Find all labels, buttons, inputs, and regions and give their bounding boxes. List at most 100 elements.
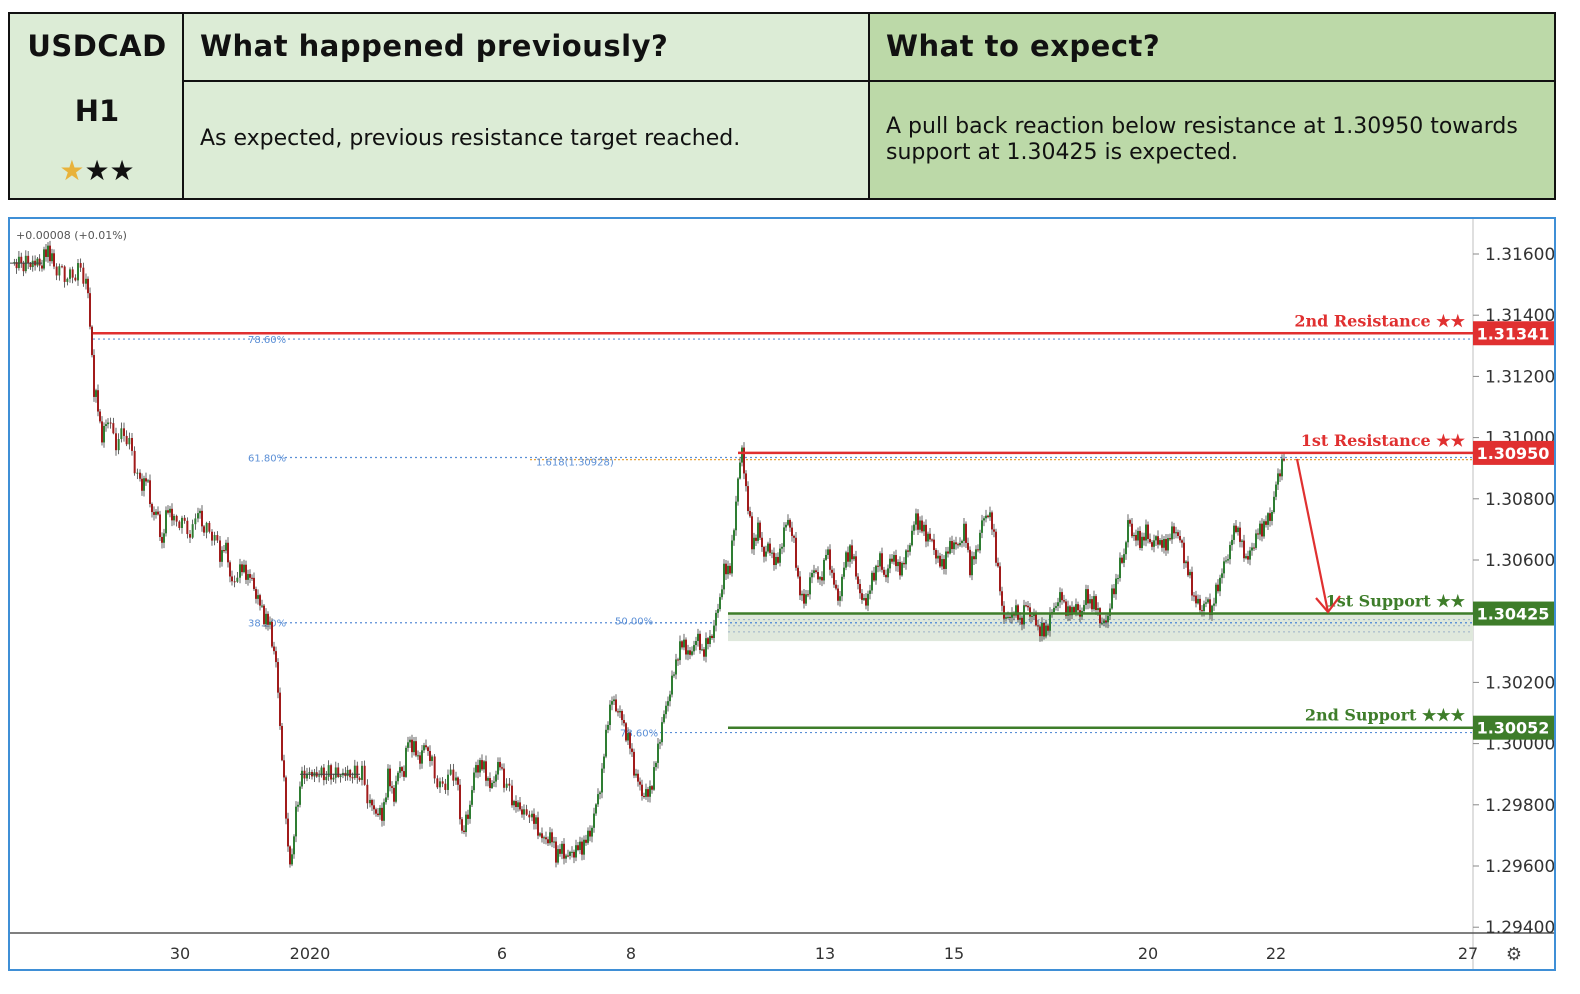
candle-body <box>245 564 247 580</box>
candle-body <box>1003 605 1005 619</box>
candle-body <box>405 747 407 777</box>
x-tick-label: 20 <box>1138 944 1158 963</box>
candle-body <box>875 565 877 581</box>
candle-body <box>483 761 485 770</box>
x-tick-label: 27 <box>1458 944 1478 963</box>
candle-body <box>1097 608 1099 611</box>
candle-body <box>621 711 623 721</box>
expect-text-cell: A pull back reaction below resistance at… <box>870 82 1554 198</box>
candle-body <box>421 750 423 764</box>
previous-text-cell: As expected, previous resistance target … <box>184 82 870 198</box>
chart-canvas[interactable]: 1.316001.314001.312001.310001.308001.306… <box>10 219 1554 969</box>
candle-body <box>977 549 979 551</box>
candle-body <box>955 542 957 545</box>
candle-body <box>945 551 947 569</box>
candle-body <box>497 761 499 775</box>
candle-body <box>219 540 221 562</box>
candle-body <box>15 262 18 269</box>
candle-body <box>13 262 16 264</box>
candle-body <box>601 768 603 793</box>
star-icon: ★ <box>109 154 135 187</box>
candle-body <box>1141 536 1143 548</box>
y-tick-label: 1.29800 <box>1485 796 1554 816</box>
candle-body <box>611 701 613 705</box>
price-chart[interactable]: 1.31600 1.31400 1.31200 1.31000 1.30800 1.306… <box>8 217 1556 971</box>
candle-body <box>1101 623 1103 625</box>
candle-body <box>1275 484 1277 497</box>
candle-body <box>937 555 939 559</box>
candle-body <box>523 809 525 815</box>
candle-body <box>389 768 391 787</box>
candle-body <box>149 480 151 504</box>
candle-body <box>1061 592 1063 601</box>
candle-body <box>967 542 969 550</box>
candle-body <box>1213 603 1215 606</box>
candle-body <box>957 544 959 546</box>
candle-body <box>369 799 371 804</box>
candle-body <box>1205 602 1207 604</box>
star-icon: ★ <box>84 154 110 187</box>
candle-body <box>617 711 619 713</box>
candle-body <box>1227 559 1229 561</box>
star-icon: ★ <box>59 154 85 187</box>
candle-body <box>208 522 211 532</box>
candle-body <box>643 795 645 797</box>
candle-body <box>332 777 335 780</box>
candle-body <box>99 411 101 422</box>
candle-body <box>755 537 757 541</box>
candle-body <box>427 747 429 752</box>
candle-body <box>1143 536 1145 541</box>
candle-body <box>697 633 699 642</box>
candle-body <box>259 595 261 606</box>
candle-body <box>515 801 517 808</box>
candle-body <box>525 809 528 815</box>
price-badge-label: 1.30052 <box>1477 719 1550 738</box>
candle-body <box>87 278 89 294</box>
candle-body <box>815 570 817 573</box>
candle-body <box>941 559 943 567</box>
candle-body <box>273 646 275 652</box>
candle-body <box>487 778 489 781</box>
candle-body <box>993 529 995 532</box>
candle-body <box>865 598 867 606</box>
candle-body <box>925 524 927 542</box>
candle-body <box>211 531 213 541</box>
candle-body <box>461 819 463 831</box>
candle-body <box>128 437 131 445</box>
previous-heading: What happened previously? <box>200 29 669 63</box>
candle-body <box>845 552 847 568</box>
candle-body <box>733 530 735 541</box>
candle-body <box>249 574 251 578</box>
x-tick-label: 30 <box>170 944 190 963</box>
candle-body <box>983 518 985 521</box>
candle-body <box>231 576 233 582</box>
candle-body <box>197 513 199 519</box>
candle-body <box>1225 560 1227 562</box>
candle-body <box>615 699 617 712</box>
candle-body <box>471 790 473 805</box>
candle-body <box>1281 458 1283 477</box>
candle-body <box>603 756 605 769</box>
candle-body <box>1253 547 1255 549</box>
candle-body <box>409 739 411 743</box>
candle-body <box>989 512 991 518</box>
candle-body <box>403 771 405 777</box>
candle-body <box>781 546 783 549</box>
candle-body <box>141 478 143 491</box>
x-tick-label: 15 <box>944 944 964 963</box>
candle-body <box>823 559 825 581</box>
candle-body <box>169 508 171 513</box>
candle-body <box>879 553 881 567</box>
candle-body <box>863 598 865 600</box>
candle-body <box>293 836 295 855</box>
candle-body <box>467 814 469 819</box>
candle-body <box>519 802 521 810</box>
candle-body <box>375 809 377 814</box>
candle-body <box>1185 561 1187 564</box>
candle-body <box>227 542 229 563</box>
candle-body <box>485 761 487 781</box>
candle-body <box>1223 561 1225 574</box>
level-label: 1st Resistance ★★ <box>1301 431 1466 450</box>
candle-body <box>291 854 293 865</box>
candle-body <box>417 755 419 757</box>
